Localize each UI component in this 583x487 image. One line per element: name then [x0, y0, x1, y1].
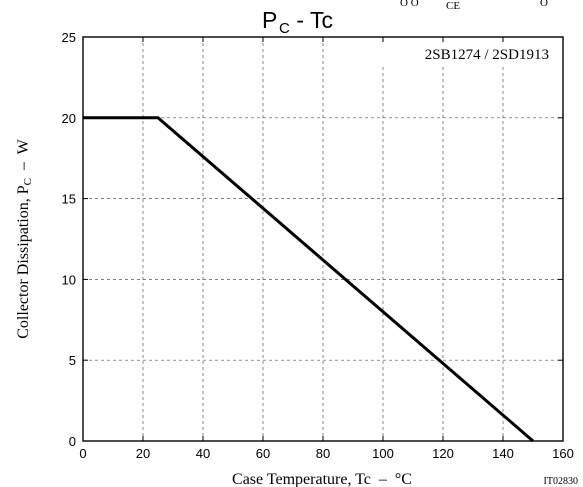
y-axis-label-main: Collector Dissipation, P — [15, 185, 32, 338]
x-tick-label: 160 — [552, 446, 574, 461]
chart-title-rest: - Tc — [290, 7, 333, 33]
axis-ticks — [82, 36, 564, 442]
x-tick-label: 0 — [79, 446, 86, 461]
chart-title-sub: C — [279, 20, 290, 37]
tick-labels: 0 20 40 60 80 100 120 140 160 0 5 10 15 20 25 — [62, 30, 574, 461]
y-axis-label: Collector Dissipation, PC – W — [15, 138, 34, 338]
x-tick-label: 40 — [196, 446, 210, 461]
x-tick-label: 140 — [492, 446, 514, 461]
x-tick-label: 120 — [432, 446, 454, 461]
y-tick-label: 0 — [69, 434, 76, 449]
top-clip-text-sub: CE — [446, 0, 460, 12]
y-axis-label-sub: C — [22, 178, 34, 185]
top-clip-text-right: O — [540, 0, 548, 9]
y-tick-label: 15 — [62, 192, 76, 207]
derating-curve — [83, 116, 534, 443]
device-label: 2SB1274 / 2SD1913 — [425, 47, 549, 63]
y-axis-label-rest: – W — [15, 138, 32, 178]
x-axis-label: Case Temperature, Tc – °C — [232, 471, 412, 487]
y-tick-label: 10 — [62, 272, 76, 287]
figure-code: IT02830 — [544, 476, 578, 487]
top-clip-text-left: O O — [400, 0, 419, 9]
series-layer — [83, 116, 534, 443]
y-tick-label: 5 — [69, 353, 76, 368]
chart-title-main: P — [262, 7, 277, 33]
y-tick-label: 20 — [62, 111, 76, 126]
grid-lines — [83, 37, 563, 441]
x-tick-label: 20 — [136, 446, 150, 461]
x-tick-label: 100 — [372, 446, 394, 461]
x-tick-label: 80 — [316, 446, 330, 461]
y-tick-label: 25 — [62, 30, 76, 45]
device-label-bg — [367, 42, 557, 64]
x-tick-label: 60 — [256, 446, 270, 461]
